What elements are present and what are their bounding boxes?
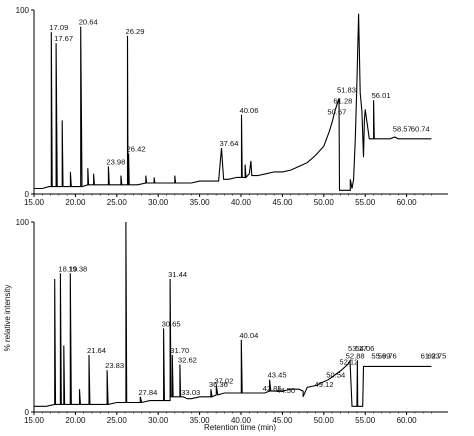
peak-label: 40.06 <box>239 106 258 115</box>
peak-label: 32.62 <box>178 356 197 365</box>
x-axis-title: Retention time (min) <box>204 423 276 432</box>
peak-label: 36.36 <box>209 380 228 389</box>
peak-label: 55.99 <box>371 352 390 361</box>
y-axis-title: % relative intensity <box>3 285 12 352</box>
peak-label: 33.03 <box>181 388 200 397</box>
x-tick-label: 45.00 <box>272 198 293 207</box>
peak-labels-top: 17.09 17.67 20.64 23.98 26.29 26.42 37.64 40.06… <box>49 18 429 167</box>
chromatogram-bottom: 15.00 20.00 25.00 30.00 35.00 40.00 45.00 50.00… <box>16 218 448 425</box>
x-tick-label: 35.00 <box>190 198 211 207</box>
y-axis-top: 100 0 <box>16 6 34 199</box>
x-tick-label: 50.00 <box>314 416 335 425</box>
trace-line-bottom <box>34 221 432 407</box>
peak-label: 21.64 <box>87 346 106 355</box>
peak-label: 31.70 <box>170 346 189 355</box>
peak-label: 40.04 <box>239 331 258 340</box>
chromatogram-top: 15.00 20.00 25.00 30.00 35.00 40.00 45.00 50.00… <box>16 6 448 207</box>
trace-line-top <box>34 13 432 191</box>
x-tick-label: 60.00 <box>397 198 418 207</box>
peak-label: 61.28 <box>333 97 352 106</box>
peak-label: 37.02 <box>214 376 233 385</box>
x-tick-label: 15.00 <box>24 198 45 207</box>
peak-label: 53.17 <box>348 344 367 353</box>
x-axis-bottom: 15.00 20.00 25.00 30.00 35.00 40.00 45.00 50.00… <box>24 412 432 425</box>
peak-label: 26.29 <box>125 27 144 36</box>
peak-label: 23.83 <box>105 361 124 370</box>
peak-label: 56.01 <box>372 91 391 100</box>
x-tick-label: 55.00 <box>355 416 376 425</box>
x-tick-label: 45.00 <box>272 416 293 425</box>
peak-label: 50.67 <box>327 108 346 117</box>
x-tick-label: 60.00 <box>397 416 418 425</box>
peak-label: 17.09 <box>49 23 68 32</box>
peak-label: 23.98 <box>106 157 125 166</box>
x-tick-label: 25.00 <box>107 416 128 425</box>
peak-label: 18.19 <box>58 264 77 273</box>
peak-label: 27.84 <box>138 388 157 397</box>
y-tick-label: 100 <box>16 218 30 227</box>
peak-label: 60.74 <box>411 124 430 133</box>
peak-label: 58.57 <box>393 124 412 133</box>
peak-label: 44.50 <box>276 386 295 395</box>
peak-label: 56.76 <box>378 352 397 361</box>
peak-label: 43.45 <box>268 371 287 380</box>
peak-label: 30.65 <box>162 319 181 328</box>
peak-label: 51.83 <box>337 86 356 95</box>
x-tick-label: 30.00 <box>148 416 169 425</box>
peak-label: 31.44 <box>168 270 187 279</box>
x-tick-label: 50.00 <box>314 198 335 207</box>
x-tick-label: 40.00 <box>231 416 252 425</box>
x-tick-label: 20.00 <box>65 198 86 207</box>
peak-label: 17.67 <box>54 34 73 43</box>
x-tick-label: 40.00 <box>231 198 252 207</box>
peak-label: 20.64 <box>79 18 98 27</box>
x-axis-top: 15.00 20.00 25.00 30.00 35.00 40.00 45.00 50.00… <box>24 194 432 207</box>
peak-label: 19.38 <box>68 264 87 273</box>
peak-label: 37.64 <box>219 139 238 148</box>
y-axis-bottom: 100 0 <box>16 218 34 417</box>
peak-label: 50.54 <box>326 371 345 380</box>
y-tick-label: 0 <box>25 408 30 417</box>
x-tick-label: 25.00 <box>107 198 128 207</box>
y-tick-label: 100 <box>16 6 30 15</box>
peak-label: 52.12 <box>339 357 358 366</box>
x-tick-label: 55.00 <box>355 198 376 207</box>
x-tick-label: 15.00 <box>24 416 45 425</box>
peak-label: 62.75 <box>427 352 446 361</box>
y-tick-label: 0 <box>25 190 30 199</box>
peak-label: 52.88 <box>346 352 365 361</box>
x-tick-label: 30.00 <box>148 198 169 207</box>
peak-label: 49.12 <box>315 380 334 389</box>
peak-label: 42.85 <box>263 384 282 393</box>
x-tick-label: 35.00 <box>190 416 211 425</box>
peak-label: 26.42 <box>127 145 146 154</box>
x-tick-label: 20.00 <box>65 416 86 425</box>
peak-label: 54.06 <box>355 344 374 353</box>
peak-label: 61.93 <box>421 352 440 361</box>
